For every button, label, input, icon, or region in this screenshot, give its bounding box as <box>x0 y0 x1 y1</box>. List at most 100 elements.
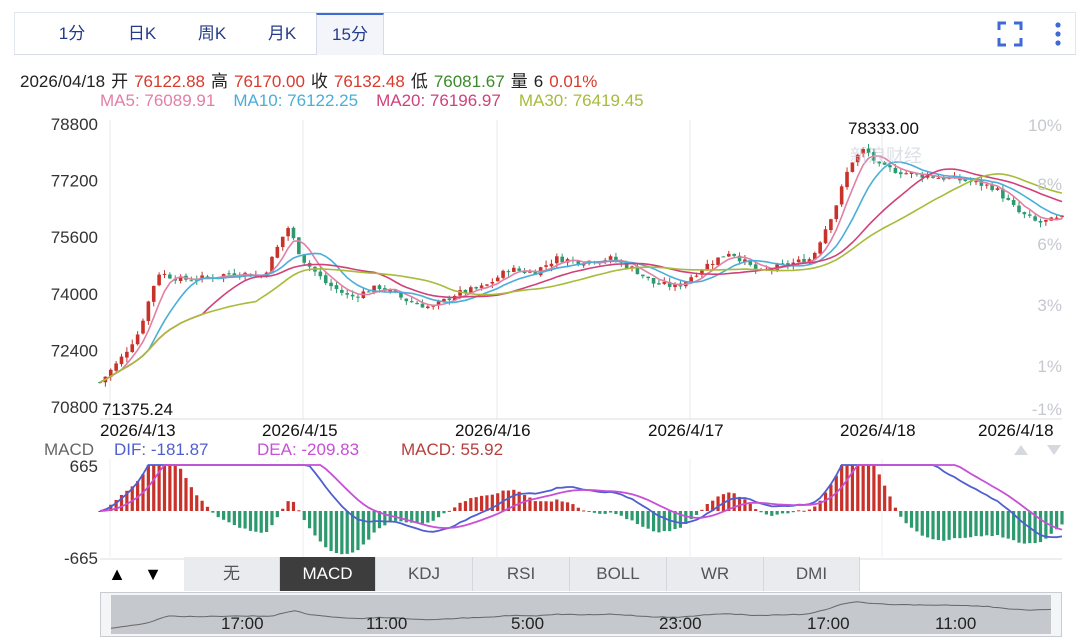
x-tick-label: 2026/4/18 <box>840 421 916 440</box>
candle-body <box>297 237 301 255</box>
macd-bar <box>291 501 296 511</box>
indicator-wr-button[interactable]: WR <box>667 557 764 591</box>
ma10-label: MA10: 76122.25 <box>233 91 359 110</box>
macd-bar <box>743 499 747 511</box>
candle-body <box>802 258 806 264</box>
watermark: 新浪财经 <box>850 146 922 166</box>
macd-bar <box>732 493 736 511</box>
macd-bar <box>533 501 537 511</box>
macd-bar <box>592 511 597 513</box>
right-tick-label: 10% <box>1028 116 1062 135</box>
candle-body <box>162 273 167 275</box>
macd-bar <box>361 511 365 545</box>
macd-bar <box>818 500 822 511</box>
indicator-none-button[interactable]: 无 <box>184 557 280 591</box>
range-navigator[interactable]: 17:00 11:00 5:00 23:00 17:00 11:00 <box>100 592 1062 637</box>
candle-body <box>286 228 290 237</box>
candle-body <box>786 263 790 266</box>
macd-bar <box>281 508 285 511</box>
indicator-dmi-button[interactable]: DMI <box>764 557 860 591</box>
open-value: 76122.88 <box>134 72 205 91</box>
x-tick-label: 2026/4/15 <box>262 421 338 440</box>
tab-15min[interactable]: 15分 <box>316 13 384 55</box>
indicator-boll-button[interactable]: BOLL <box>570 557 667 591</box>
tab-1min[interactable]: 1分 <box>58 24 86 43</box>
macd-bar <box>496 493 500 511</box>
candle-body <box>544 265 548 267</box>
macd-bar <box>544 501 548 511</box>
more-vertical-icon[interactable] <box>1045 21 1071 47</box>
tab-monthly[interactable]: 月K <box>267 24 297 43</box>
tab-weekly[interactable]: 周K <box>197 24 227 43</box>
candle-body <box>984 184 989 186</box>
right-tick-label: 6% <box>1037 235 1062 254</box>
macd-bar <box>560 501 564 511</box>
candle-body <box>474 287 479 289</box>
candle-body <box>662 281 667 284</box>
max-price-label: 78333.00 <box>848 119 919 138</box>
candle-body <box>377 285 382 289</box>
candle-body <box>533 271 538 275</box>
candle-body <box>151 285 156 302</box>
macd-bar <box>297 510 301 512</box>
candle-body <box>925 175 930 178</box>
macd-bar <box>420 511 425 524</box>
macd-bar <box>195 495 199 511</box>
macd-bar <box>861 465 865 511</box>
macd-bar <box>1055 511 1059 530</box>
macd-bar <box>436 511 441 518</box>
right-tick-label: 1% <box>1037 357 1062 376</box>
candle-body <box>1044 220 1048 222</box>
tab-daily[interactable]: 日K <box>127 24 157 43</box>
candle-body <box>861 149 865 154</box>
expand-icon[interactable] <box>997 21 1023 47</box>
macd-bar <box>770 511 774 516</box>
candle-body <box>506 271 511 273</box>
candle-body <box>495 277 500 282</box>
candle-body <box>1027 214 1032 216</box>
macd-bar <box>995 511 1000 536</box>
indicator-rsi-button[interactable]: RSI <box>473 557 570 591</box>
volume-value: 6 <box>533 72 544 91</box>
macd-bar <box>576 507 580 511</box>
macd-bar <box>598 511 602 514</box>
candle-body <box>522 270 527 273</box>
ma5-line <box>99 155 1063 384</box>
candle-body <box>737 255 742 262</box>
candle-body <box>108 369 113 377</box>
y-tick-label: 72400 <box>51 341 98 360</box>
macd-bar <box>802 510 806 512</box>
candle-body <box>141 320 145 334</box>
macd-bar <box>780 511 785 514</box>
candle-body <box>404 298 409 302</box>
right-tick-label: -1% <box>1032 400 1062 419</box>
macd-bar <box>517 491 521 511</box>
macd-bar <box>608 511 613 513</box>
navigator-overview[interactable]: 17:00 11:00 5:00 23:00 17:00 11:00 <box>101 593 1061 636</box>
macd-bar <box>1033 511 1037 544</box>
macd-bar <box>985 511 989 536</box>
candle-body <box>119 356 124 365</box>
macd-bar <box>238 511 242 528</box>
macd-bar <box>302 511 306 521</box>
macd-bar <box>157 465 161 511</box>
macd-bar <box>571 504 575 511</box>
candle-body <box>469 287 473 293</box>
macd-bar <box>506 490 511 511</box>
indicator-kdj-button[interactable]: KDJ <box>376 557 473 591</box>
ma30-line <box>99 172 1063 384</box>
y-tick-label: 78800 <box>51 115 98 134</box>
macd-bar <box>689 511 693 520</box>
macd-bar <box>259 511 263 533</box>
candle-body <box>415 302 419 305</box>
candle-body <box>673 284 677 288</box>
macd-bar <box>931 511 935 540</box>
indicator-macd-button[interactable]: MACD <box>280 557 376 591</box>
macd-bar <box>211 511 215 513</box>
candle-body <box>716 257 720 265</box>
macd-bar <box>952 511 957 539</box>
up-arrow-button[interactable]: ▲ <box>108 564 126 584</box>
macd-bar <box>383 511 387 526</box>
candle-body <box>904 173 908 175</box>
down-arrow-button[interactable]: ▼ <box>144 564 162 584</box>
